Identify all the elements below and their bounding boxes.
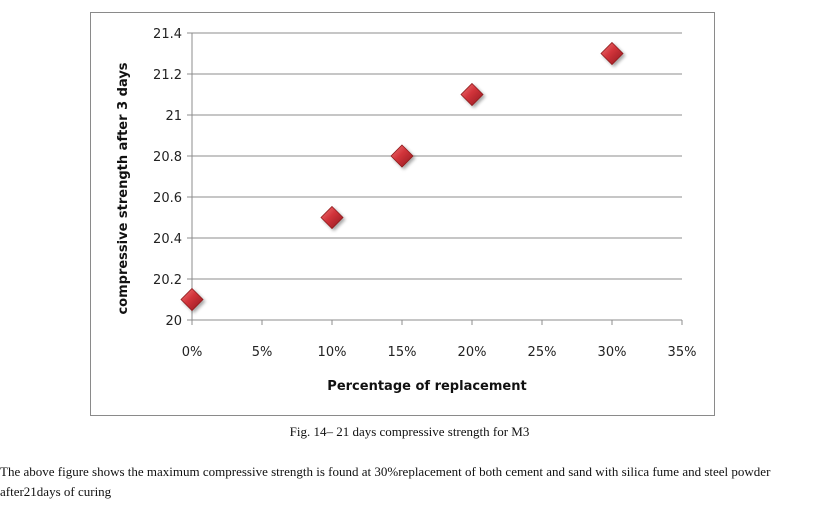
scatter-chart: 20 20.2 20.4 20.6 20.8 21 21.2 21.4 0% 5% 10% 15% 2… (116, 27, 697, 394)
y-tick-label: 21.4 (153, 27, 182, 42)
data-point-marker (320, 205, 344, 230)
data-point-marker (180, 287, 204, 312)
data-points (180, 41, 624, 312)
data-point-marker (460, 82, 484, 107)
y-tick-label: 20.6 (153, 191, 182, 206)
x-axis-title: Percentage of replacement (327, 379, 526, 394)
y-tick-label: 21.2 (153, 68, 182, 83)
y-axis-title: compressive strength after 3 days (116, 62, 131, 314)
y-tick-label: 20 (165, 314, 182, 329)
x-tick-label: 35% (668, 345, 697, 360)
x-tick-label: 25% (528, 345, 557, 360)
body-paragraph: The above figure shows the maximum compr… (0, 464, 771, 499)
figure-caption: Fig. 14– 21 days compressive strength fo… (289, 424, 530, 439)
x-tick-label: 15% (388, 345, 417, 360)
x-tick-label: 0% (182, 345, 203, 360)
y-tick-label: 20.2 (153, 273, 182, 288)
x-tick-labels: 0% 5% 10% 15% 20% 25% 30% 35% (182, 345, 697, 360)
axes (187, 32, 683, 325)
x-tick-label: 5% (252, 345, 273, 360)
gridlines (192, 32, 682, 280)
y-tick-labels: 20 20.2 20.4 20.6 20.8 21 21.2 21.4 (153, 27, 182, 329)
y-tick-label: 20.8 (153, 150, 182, 165)
y-tick-label: 20.4 (153, 232, 182, 247)
data-point-marker (600, 41, 624, 66)
y-tick-label: 21 (165, 109, 182, 124)
data-point-marker (390, 144, 414, 168)
x-tick-label: 20% (458, 345, 487, 360)
x-tick-label: 10% (318, 345, 347, 360)
x-tick-label: 30% (598, 345, 627, 360)
chart-area: 20 20.2 20.4 20.6 20.8 21 21.2 21.4 0% 5% 10% 15% 2… (90, 12, 715, 416)
